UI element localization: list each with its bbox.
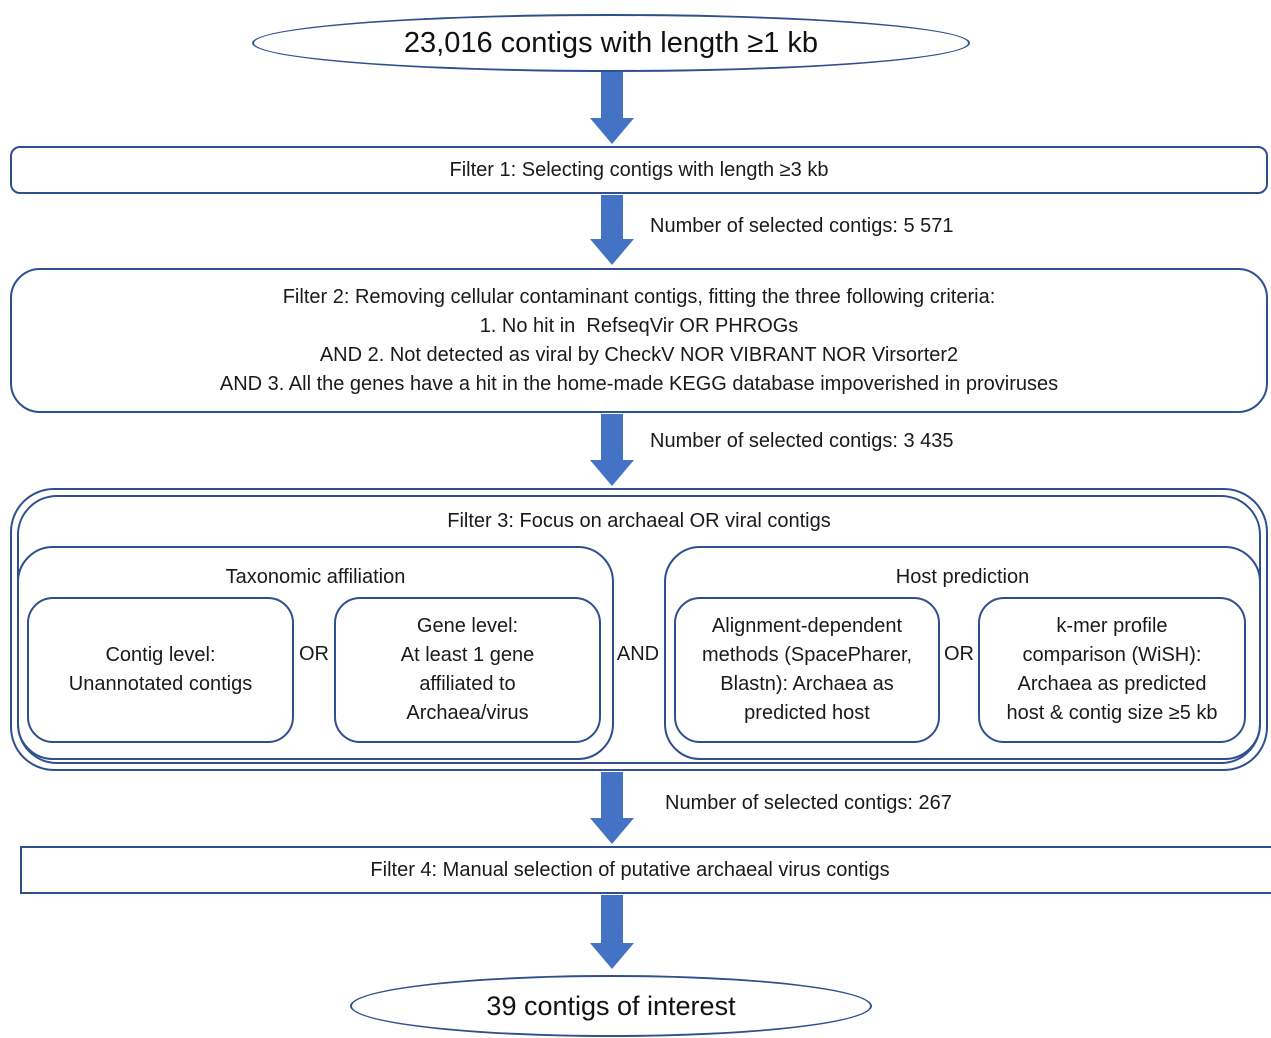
contig-level-line: Unannotated contigs	[68, 673, 253, 695]
contig-level-box: Contig level: Unannotated contigs	[27, 597, 294, 743]
host-prediction-group	[664, 546, 1261, 760]
taxonomic-affiliation-group	[17, 546, 614, 760]
kmer-profile-box: k-mer profile comparison (WiSH): Archaea…	[978, 597, 1246, 743]
count3-label: Number of selected contigs: 267	[665, 792, 952, 814]
alignment-line: Alignment-dependent	[711, 615, 903, 637]
kmer-line: host & contig size ≥5 kb	[1006, 702, 1218, 724]
arrow-down-icon	[590, 195, 634, 265]
alignment-dependent-box: Alignment-dependent methods (SpacePharer…	[674, 597, 940, 743]
gene-level-line: Gene level:	[416, 615, 519, 637]
gene-level-line: affiliated to	[419, 673, 516, 695]
arrow-down-icon	[590, 895, 634, 969]
arrow-down-icon	[590, 414, 634, 486]
taxonomic-title: Taxonomic affiliation	[225, 566, 406, 588]
kmer-line: comparison (WiSH):	[1022, 644, 1202, 666]
arrow-down-icon	[590, 72, 634, 144]
count1-label: Number of selected contigs: 5 571	[650, 215, 954, 237]
alignment-line: Blastn): Archaea as	[720, 673, 894, 695]
alignment-line: methods (SpacePharer,	[701, 644, 913, 666]
gene-level-line: At least 1 gene	[400, 644, 535, 666]
start-text: 23,016 contigs with length ≥1 kb	[403, 26, 819, 59]
gene-level-line: Archaea/virus	[406, 702, 529, 724]
filter2-line4: AND 3. All the genes have a hit in the h…	[219, 372, 1059, 395]
host-title: Host prediction	[895, 566, 1030, 588]
contig-level-line: Contig level:	[105, 644, 216, 666]
or-label: OR	[944, 643, 974, 665]
filter2-line3: AND 2. Not detected as viral by CheckV N…	[319, 343, 959, 366]
arrow-down-icon	[590, 772, 634, 844]
filter4-text: Filter 4: Manual selection of putative a…	[370, 858, 890, 881]
start-ellipse: 23,016 contigs with length ≥1 kb	[252, 14, 970, 72]
filter3-title: Filter 3: Focus on archaeal OR viral con…	[447, 510, 831, 532]
filter4-box: Filter 4: Manual selection of putative a…	[20, 846, 1271, 894]
and-label: AND	[616, 643, 660, 665]
end-ellipse: 39 contigs of interest	[350, 975, 872, 1037]
filter1-text: Filter 1: Selecting contigs with length …	[449, 158, 829, 181]
end-text: 39 contigs of interest	[486, 990, 736, 1021]
filter2-line2: 1. No hit in RefseqVir OR PHROGs	[479, 314, 799, 337]
alignment-line: predicted host	[744, 702, 870, 724]
filter2-box: Filter 2: Removing cellular contaminant …	[10, 268, 1268, 413]
kmer-line: k-mer profile	[1056, 615, 1168, 637]
or-label: OR	[299, 643, 329, 665]
count2-label: Number of selected contigs: 3 435	[650, 430, 954, 452]
gene-level-box: Gene level: At least 1 gene affiliated t…	[334, 597, 601, 743]
kmer-line: Archaea as predicted	[1017, 673, 1207, 695]
filter3-box	[10, 488, 1268, 771]
filter2-line1: Filter 2: Removing cellular contaminant …	[282, 285, 996, 308]
filter1-box: Filter 1: Selecting contigs with length …	[10, 146, 1268, 194]
